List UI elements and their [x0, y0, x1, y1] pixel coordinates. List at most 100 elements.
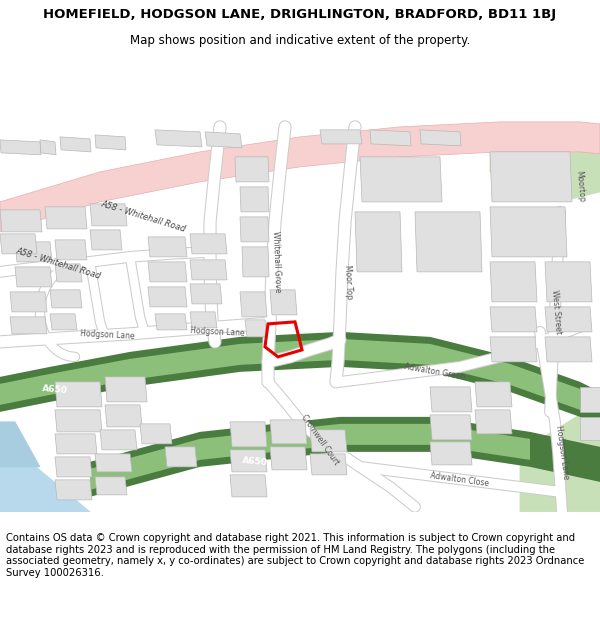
Polygon shape [415, 212, 482, 272]
Polygon shape [190, 312, 217, 328]
Polygon shape [240, 292, 267, 317]
Polygon shape [148, 287, 187, 307]
Polygon shape [490, 152, 572, 202]
Polygon shape [10, 292, 47, 312]
Polygon shape [155, 130, 202, 147]
Polygon shape [420, 130, 461, 146]
Text: Moor Top: Moor Top [343, 264, 353, 299]
Polygon shape [155, 314, 187, 330]
Polygon shape [148, 237, 187, 257]
Polygon shape [15, 242, 52, 262]
Polygon shape [490, 127, 600, 202]
Polygon shape [190, 284, 222, 304]
Polygon shape [90, 417, 600, 497]
Polygon shape [320, 130, 362, 144]
Polygon shape [360, 157, 442, 202]
Polygon shape [475, 382, 512, 407]
Polygon shape [45, 207, 87, 229]
Polygon shape [245, 320, 267, 337]
Text: Cromwell Court: Cromwell Court [299, 413, 341, 467]
Text: A58 - Whitehall Road: A58 - Whitehall Road [100, 199, 187, 234]
Polygon shape [230, 422, 267, 447]
Polygon shape [55, 410, 102, 432]
Polygon shape [100, 430, 137, 450]
Polygon shape [310, 454, 347, 475]
Polygon shape [240, 187, 269, 212]
Polygon shape [0, 462, 90, 512]
Polygon shape [430, 442, 472, 465]
Polygon shape [0, 339, 580, 410]
Polygon shape [270, 447, 307, 470]
Polygon shape [230, 450, 267, 472]
Polygon shape [242, 247, 269, 277]
Text: A650: A650 [242, 456, 268, 468]
Polygon shape [430, 387, 472, 412]
Polygon shape [580, 417, 600, 440]
Text: HOMEFIELD, HODGSON LANE, DRIGHLINGTON, BRADFORD, BD11 1BJ: HOMEFIELD, HODGSON LANE, DRIGHLINGTON, B… [43, 8, 557, 21]
Text: Hodgson Lane: Hodgson Lane [554, 424, 570, 479]
Polygon shape [0, 234, 37, 254]
Polygon shape [40, 140, 56, 155]
Polygon shape [55, 382, 102, 407]
Polygon shape [490, 307, 537, 332]
Polygon shape [0, 332, 600, 427]
Polygon shape [190, 260, 227, 280]
Polygon shape [270, 290, 297, 315]
Polygon shape [90, 230, 122, 250]
Polygon shape [0, 422, 40, 467]
Polygon shape [190, 234, 227, 254]
Polygon shape [140, 424, 172, 444]
Polygon shape [55, 264, 82, 282]
Polygon shape [0, 140, 41, 155]
Polygon shape [55, 434, 97, 454]
Polygon shape [490, 262, 537, 302]
Text: Hodgson Lane: Hodgson Lane [190, 326, 245, 338]
Polygon shape [490, 337, 537, 362]
Text: A650: A650 [42, 384, 68, 396]
Text: Adwalton Green: Adwalton Green [404, 362, 466, 382]
Polygon shape [580, 387, 600, 412]
Polygon shape [545, 307, 592, 332]
Polygon shape [370, 130, 411, 146]
Polygon shape [105, 405, 142, 427]
Polygon shape [10, 317, 47, 334]
Polygon shape [165, 447, 197, 467]
Polygon shape [60, 137, 91, 152]
Polygon shape [0, 122, 600, 232]
Polygon shape [105, 377, 147, 402]
Text: West Street: West Street [550, 289, 562, 334]
Polygon shape [490, 207, 567, 257]
Polygon shape [430, 415, 472, 440]
Polygon shape [50, 290, 82, 308]
Polygon shape [475, 410, 512, 434]
Polygon shape [55, 457, 92, 477]
Polygon shape [95, 454, 132, 472]
Polygon shape [270, 420, 307, 444]
Polygon shape [205, 132, 242, 148]
Polygon shape [0, 210, 42, 232]
Polygon shape [15, 267, 52, 287]
Polygon shape [90, 204, 127, 226]
Text: Adwalton Close: Adwalton Close [430, 471, 490, 488]
Polygon shape [95, 135, 126, 150]
Polygon shape [148, 262, 187, 282]
Text: Hodgson Lane: Hodgson Lane [80, 329, 135, 341]
Polygon shape [545, 262, 592, 302]
Polygon shape [355, 212, 402, 272]
Text: Map shows position and indicative extent of the property.: Map shows position and indicative extent… [130, 34, 470, 47]
Polygon shape [95, 477, 127, 495]
Text: A58 - Whitehall Road: A58 - Whitehall Road [15, 247, 102, 281]
Polygon shape [545, 337, 592, 362]
Polygon shape [235, 157, 269, 182]
Polygon shape [230, 475, 267, 497]
Text: Contains OS data © Crown copyright and database right 2021. This information is : Contains OS data © Crown copyright and d… [6, 533, 584, 578]
Polygon shape [520, 402, 600, 512]
Polygon shape [240, 217, 269, 242]
Text: Moortop: Moortop [574, 171, 586, 203]
Polygon shape [50, 314, 77, 330]
Polygon shape [55, 240, 87, 260]
Polygon shape [310, 430, 347, 452]
Polygon shape [55, 480, 92, 500]
Polygon shape [90, 424, 530, 490]
Text: Whitehall Grove: Whitehall Grove [271, 231, 283, 293]
